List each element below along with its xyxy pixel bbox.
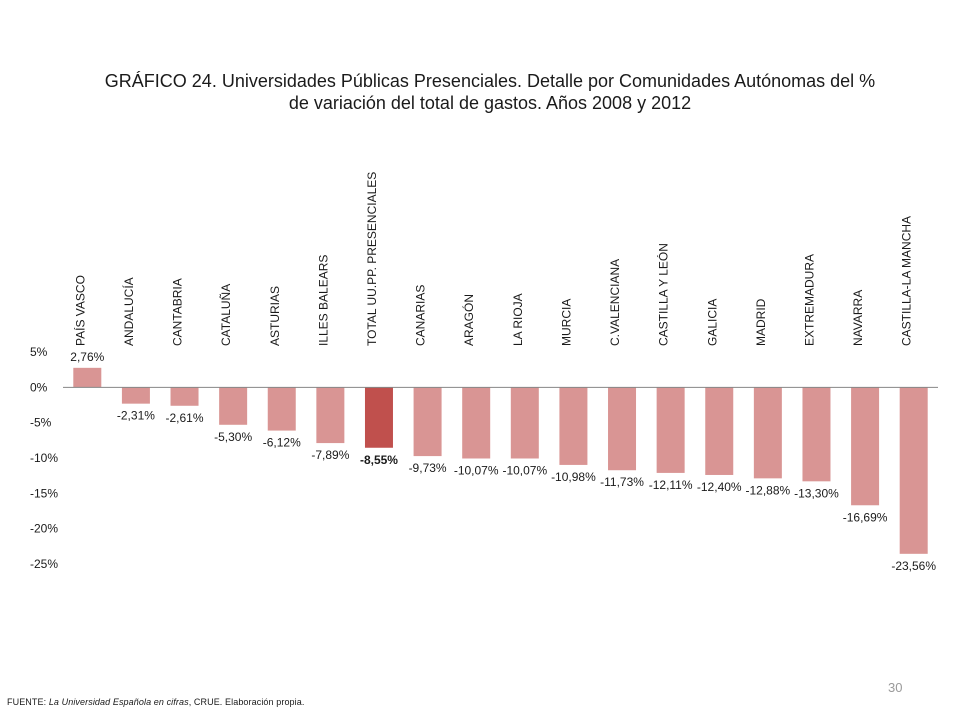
source-label: FUENTE: [7,697,49,707]
source-footnote: FUENTE: La Universidad Española en cifra… [7,697,304,707]
bar [802,387,831,482]
bar-value-label: -7,89% [311,448,349,462]
bar-value-label: -2,31% [117,409,155,423]
source-title: La Universidad Española en cifras [48,697,189,707]
y-tick-label: -20% [30,522,58,536]
bar-value-label: -12,40% [697,480,742,494]
chart-title-line-2: de variación del total de gastos. Años 2… [288,93,692,113]
y-tick-label: -10% [30,451,58,465]
chart-title: GRÁFICO 24. Universidades Públicas Prese… [60,70,920,114]
bar [413,387,442,457]
bar [899,387,928,554]
bar-value-label: -10,07% [454,463,499,477]
bar-value-label: -11,73% [600,475,644,489]
bar-value-label: -6,12% [263,436,301,450]
bar [656,387,685,473]
page-number: 30 [888,680,903,695]
bar [705,387,734,475]
bar-value-label: -23,56% [891,559,936,573]
y-tick-label: -5% [30,416,52,430]
y-tick-label: -25% [30,557,58,571]
bar-value-label: -10,07% [502,463,547,477]
category-label: MURCIA [559,299,573,346]
category-label: ANDALUCÍA [121,277,136,346]
bar-value-label: -16,69% [843,510,888,524]
bar [170,387,199,406]
category-label: PAÍS VASCO [72,275,87,346]
bar-value-label: -2,61% [166,411,204,425]
category-label: CASTILLA-LA MANCHA [900,216,914,346]
category-label: ARAGÓN [461,294,476,346]
source-rest: , CRUE. Elaboración propia. [188,697,305,707]
category-label: NAVARRA [851,290,865,346]
chart-title-line-1: GRÁFICO 24. Universidades Públicas Prese… [104,71,876,91]
bar [851,387,880,506]
bar-value-label: -5,30% [214,430,252,444]
bar [462,387,491,459]
category-label: GALICIA [705,299,719,346]
y-tick-label: -15% [30,486,58,500]
bar-value-label: -12,11% [649,478,693,492]
category-label: CANTABRIA [171,278,185,346]
bar-value-label: -12,88% [746,483,791,497]
bar-value-label: 2,76% [70,350,104,364]
bar [219,387,248,425]
category-label: CANARIAS [414,285,428,346]
bar [510,387,539,459]
y-tick-label: 0% [30,380,48,394]
bar [753,387,782,479]
category-label: C.VALENCIANA [608,259,622,346]
bar-value-label: -10,98% [551,470,596,484]
bar [608,387,637,471]
category-label: CASTILLA Y LEÓN [656,243,671,346]
category-label: LA RIOJA [511,293,525,346]
bar-value-label: -9,73% [409,461,447,475]
bar [364,387,393,448]
category-label: EXTREMADURA [802,254,816,346]
category-label: MADRID [754,298,768,346]
category-label: ILLES BALEARS [316,255,330,346]
category-label: TOTAL UU.PP. PRESENCIALES [365,172,379,346]
category-label: CATALUÑA [219,284,233,346]
bar [316,387,345,444]
bar [267,387,296,431]
category-label: ASTURIAS [268,286,282,346]
bar [73,367,102,388]
bar [121,387,150,404]
bar-value-label: -8,55% [360,453,398,467]
bar-value-label: -13,30% [794,486,839,500]
y-tick-label: 5% [30,345,48,359]
bar [559,387,588,465]
